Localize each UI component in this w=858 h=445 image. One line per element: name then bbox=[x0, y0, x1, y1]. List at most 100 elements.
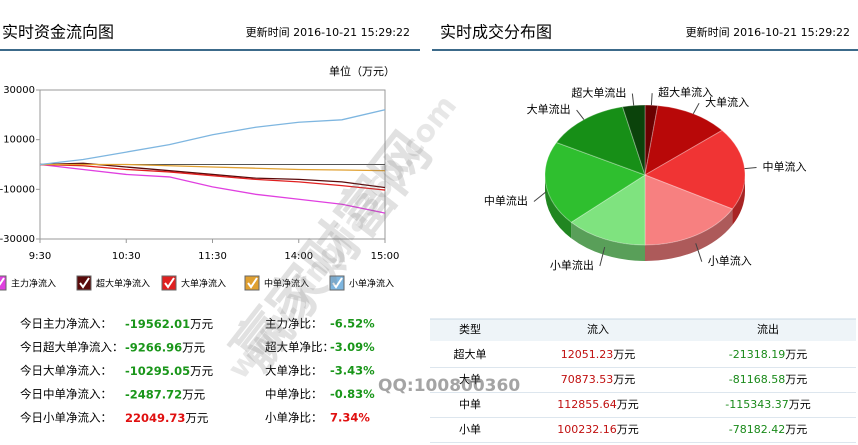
table-number: -81168.58 bbox=[729, 373, 785, 386]
x-tick-label: 14:00 bbox=[284, 251, 313, 262]
table-unit: 万元 bbox=[785, 423, 807, 436]
legend-label: 中单净流入 bbox=[264, 278, 309, 290]
pie-label: 大单流出 bbox=[527, 102, 571, 116]
legend-label: 大单净流入 bbox=[181, 278, 226, 290]
table-type: 中单 bbox=[459, 398, 481, 411]
ratio-value: -3.09% bbox=[330, 340, 375, 354]
table-unit: 万元 bbox=[617, 398, 639, 411]
left-update: 更新时间 2016-10-21 15:29:22 bbox=[246, 25, 410, 39]
table-number: -115343.37 bbox=[725, 398, 788, 411]
left-title: 实时资金流向图 bbox=[2, 23, 114, 42]
table-number: 100232.16 bbox=[557, 423, 617, 436]
stat-value: -19562.01万元 bbox=[125, 317, 214, 331]
stat-unit: 万元 bbox=[182, 387, 205, 401]
pie-slice bbox=[644, 105, 723, 176]
stat-value: -2487.72万元 bbox=[125, 387, 206, 401]
pie-side bbox=[645, 208, 733, 261]
stat-number: 22049.73 bbox=[125, 411, 185, 425]
legend-check bbox=[332, 277, 343, 289]
unit-label: 单位（万元） bbox=[329, 64, 395, 78]
stat-label: 今日大单净流入： bbox=[20, 364, 112, 378]
table-inflow: 112855.64万元 bbox=[557, 398, 639, 411]
ratio-value: -3.43% bbox=[330, 364, 375, 378]
pie-leader bbox=[692, 102, 700, 114]
pie-slice bbox=[644, 104, 659, 176]
legend-check bbox=[0, 277, 5, 286]
legend-check bbox=[79, 277, 90, 289]
pie-side bbox=[545, 175, 572, 239]
table-outflow: -115343.37万元 bbox=[725, 398, 810, 411]
stat-label: 今日小单净流入： bbox=[20, 411, 112, 425]
pie-label: 小单流入 bbox=[708, 254, 752, 268]
ratio-label: 主力净比： bbox=[265, 317, 323, 331]
table-unit: 万元 bbox=[617, 423, 639, 436]
series-line bbox=[39, 109, 386, 166]
y-tick-label: -30000 bbox=[0, 234, 35, 245]
ratio-label: 超大单净比： bbox=[265, 340, 334, 354]
y-tick-label: 30000 bbox=[3, 85, 35, 96]
table-header-bg bbox=[430, 319, 856, 341]
x-tick-label: 9:30 bbox=[29, 251, 51, 262]
table-type: 大单 bbox=[459, 372, 481, 386]
pie-leader bbox=[533, 191, 547, 202]
table-header: 流出 bbox=[757, 322, 779, 336]
table-outflow: -81168.58万元 bbox=[729, 373, 807, 386]
table-inflow: 100232.16万元 bbox=[557, 423, 639, 436]
stat-unit: 万元 bbox=[190, 364, 213, 378]
ratio-label: 中单净比： bbox=[265, 387, 323, 401]
right-update: 更新时间 2016-10-21 15:29:22 bbox=[686, 25, 850, 39]
series-line bbox=[39, 163, 386, 214]
table-unit: 万元 bbox=[789, 398, 811, 411]
pie-slice bbox=[643, 129, 746, 210]
y-tick-label: -10000 bbox=[0, 184, 35, 195]
table-outflow: -21318.19万元 bbox=[729, 348, 807, 361]
legend-check bbox=[164, 277, 175, 289]
table-inflow: 70873.53万元 bbox=[561, 373, 636, 386]
stat-label: 今日超大单净流入： bbox=[20, 340, 124, 354]
table-unit: 万元 bbox=[613, 348, 635, 361]
ratio-value: -0.83% bbox=[330, 387, 375, 401]
pie-slice bbox=[544, 141, 647, 223]
pie-leader bbox=[599, 246, 606, 267]
legend-label: 主力净流入 bbox=[11, 278, 56, 290]
stat-label: 今日中单净流入： bbox=[20, 387, 112, 401]
pie-leader bbox=[744, 166, 757, 170]
table-type: 超大单 bbox=[454, 347, 487, 361]
table-number: 12051.23 bbox=[561, 348, 614, 361]
table-type: 小单 bbox=[459, 423, 481, 436]
ratio-label: 大单净比： bbox=[265, 364, 323, 378]
pie-slice bbox=[570, 174, 646, 246]
series-line bbox=[40, 163, 386, 172]
table-header: 类型 bbox=[459, 322, 481, 336]
table-unit: 万元 bbox=[613, 373, 635, 386]
pie-slice bbox=[555, 106, 646, 176]
stat-number: -19562.01 bbox=[125, 317, 190, 331]
pie-label: 超大单流入 bbox=[658, 85, 713, 99]
table-number: -78182.42 bbox=[729, 423, 785, 436]
legend-swatch bbox=[0, 275, 7, 291]
ratio-label: 小单净比： bbox=[265, 411, 323, 425]
pie-leader bbox=[631, 93, 635, 106]
pie-side bbox=[732, 175, 745, 225]
pie-label: 中单流出 bbox=[484, 194, 528, 208]
table-header: 流入 bbox=[587, 322, 609, 336]
stat-unit: 万元 bbox=[182, 340, 205, 354]
series-line bbox=[39, 163, 386, 191]
table-number: 112855.64 bbox=[557, 398, 617, 411]
pie-label: 超大单流出 bbox=[571, 86, 626, 100]
legend-label: 小单净流入 bbox=[349, 278, 394, 290]
legend-label: 超大单净流入 bbox=[96, 278, 150, 290]
table-unit: 万元 bbox=[785, 373, 807, 386]
stat-value: -9266.96万元 bbox=[125, 340, 206, 354]
table-unit: 万元 bbox=[785, 348, 807, 361]
stat-label: 今日主力净流入： bbox=[20, 317, 112, 331]
stat-unit: 万元 bbox=[185, 411, 208, 425]
pie-slice bbox=[644, 174, 734, 246]
legend-check bbox=[247, 277, 258, 289]
table-number: 70873.53 bbox=[561, 373, 614, 386]
pie-side bbox=[571, 222, 645, 261]
y-tick-label: 10000 bbox=[3, 135, 35, 146]
table-number: -21318.19 bbox=[729, 348, 785, 361]
stat-value: 22049.73万元 bbox=[125, 411, 209, 425]
